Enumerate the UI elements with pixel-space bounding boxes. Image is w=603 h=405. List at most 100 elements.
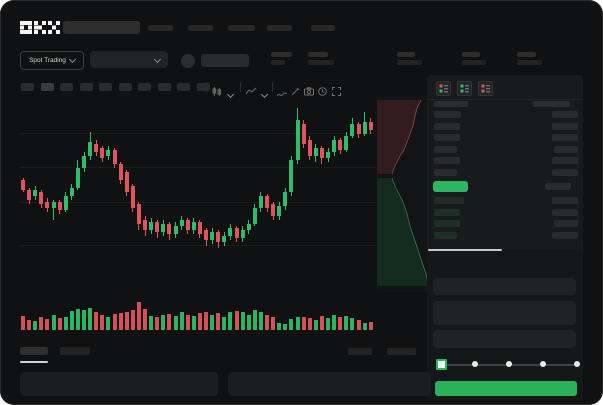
nav-item[interactable] xyxy=(267,25,292,31)
orderbook-amount xyxy=(552,231,578,239)
orderbook-row[interactable] xyxy=(434,157,578,164)
candle-wick xyxy=(53,200,54,220)
pair-selector-dropdown[interactable] xyxy=(90,51,168,68)
buy-sell-tabs: Buy Sell xyxy=(427,249,583,273)
volume-bar xyxy=(39,317,44,330)
volume-bar xyxy=(179,312,184,330)
volume-bar xyxy=(326,318,330,330)
buy-button[interactable] xyxy=(435,381,577,396)
candle-body xyxy=(130,186,135,208)
candle-body xyxy=(350,124,355,136)
orderbook-row[interactable] xyxy=(434,197,578,204)
interval-button[interactable] xyxy=(60,83,73,91)
interval-button[interactable] xyxy=(40,83,54,91)
slider-stop[interactable] xyxy=(472,361,478,367)
interval-button[interactable] xyxy=(157,83,171,91)
interval-button[interactable] xyxy=(196,83,210,91)
orderbook-row[interactable] xyxy=(434,134,578,141)
order-form-field[interactable] xyxy=(433,278,576,295)
candle-body xyxy=(252,208,257,224)
search-input[interactable] xyxy=(63,21,140,34)
bottom-toolbar-item[interactable] xyxy=(387,348,416,355)
orderbook-row[interactable] xyxy=(434,111,578,118)
nav-item[interactable] xyxy=(228,25,255,31)
slider-stop[interactable] xyxy=(506,361,512,367)
volume-bar xyxy=(362,323,367,330)
last-price-amount xyxy=(545,183,571,190)
book-asks-icon[interactable] xyxy=(478,81,493,96)
interval-button[interactable] xyxy=(177,83,190,91)
last-price-badge[interactable] xyxy=(433,181,468,192)
volume-bar xyxy=(112,313,117,330)
candle-body xyxy=(332,140,337,152)
volume-bar xyxy=(356,320,361,330)
volume-bar xyxy=(155,317,160,330)
bottom-toolbar-item[interactable] xyxy=(348,348,372,355)
orderbook-row[interactable] xyxy=(434,168,578,176)
orderbook-amount xyxy=(554,145,578,153)
candle-body xyxy=(124,172,129,192)
bottom-tab[interactable] xyxy=(60,347,90,355)
candle-body xyxy=(326,152,330,158)
history-icon[interactable] xyxy=(318,83,327,101)
toolbar-separator xyxy=(206,82,207,92)
orderbook-row[interactable] xyxy=(434,145,578,153)
amount-slider[interactable] xyxy=(436,359,580,371)
orderbook-row[interactable] xyxy=(434,122,578,130)
volume-bar xyxy=(82,309,86,330)
nav-item[interactable] xyxy=(311,25,335,31)
nav-item[interactable] xyxy=(148,25,173,31)
interval-button[interactable] xyxy=(21,83,34,91)
book-bids-icon[interactable] xyxy=(457,81,472,96)
interval-button[interactable] xyxy=(79,83,93,91)
candle-body xyxy=(307,140,312,156)
interval-button[interactable] xyxy=(118,83,132,91)
candle-body xyxy=(57,202,62,210)
ticker-stat-value xyxy=(397,60,422,65)
nav-item[interactable] xyxy=(188,25,213,31)
orderbook-row[interactable] xyxy=(434,220,578,227)
orderbook-amount xyxy=(552,134,578,141)
okx-logo[interactable] xyxy=(20,21,60,34)
candle-body xyxy=(289,160,294,192)
header-action-button[interactable] xyxy=(201,54,249,67)
orderbook-price xyxy=(434,231,457,239)
interval-button[interactable] xyxy=(138,83,151,91)
interval-button[interactable] xyxy=(99,83,112,91)
market-mode-dropdown[interactable]: Spot Trading xyxy=(20,51,84,70)
orderbook-price xyxy=(434,145,457,153)
draw-icon[interactable] xyxy=(291,83,300,101)
fullscreen-icon[interactable] xyxy=(332,83,341,101)
line-tool-icon[interactable] xyxy=(276,85,288,103)
slider-stop[interactable] xyxy=(574,361,580,367)
volume-bar xyxy=(143,309,147,330)
bottom-tab-active[interactable] xyxy=(20,347,48,355)
slider-stop[interactable] xyxy=(540,361,546,367)
orderbook-row[interactable] xyxy=(434,208,578,216)
order-form-field[interactable] xyxy=(433,330,576,348)
candlestick-chart[interactable] xyxy=(20,96,376,296)
order-form-field[interactable] xyxy=(433,301,576,325)
indicators-icon[interactable] xyxy=(245,83,257,101)
orderbook-row[interactable] xyxy=(434,231,578,239)
candle-body xyxy=(69,188,74,196)
gridline xyxy=(20,245,376,246)
volume-bar xyxy=(368,322,373,330)
camera-icon[interactable] xyxy=(304,83,314,101)
volume-bar xyxy=(228,311,233,330)
orderbook-amount xyxy=(554,220,578,227)
candle-body xyxy=(112,150,117,164)
book-combined-icon[interactable] xyxy=(436,81,451,96)
volume-bar xyxy=(271,317,276,330)
volume-bar xyxy=(167,313,172,330)
volume-bar xyxy=(307,317,312,330)
orderbook-toggle-divider xyxy=(427,99,583,100)
orderbook-price xyxy=(434,220,460,227)
volume-bar xyxy=(88,307,93,330)
candle-body xyxy=(271,204,276,216)
candle-body xyxy=(356,124,361,134)
candle-style-icon[interactable] xyxy=(212,83,222,101)
ticker-stat-value xyxy=(308,60,334,65)
toolbar-separator xyxy=(272,82,273,92)
slider-handle[interactable] xyxy=(436,359,447,370)
